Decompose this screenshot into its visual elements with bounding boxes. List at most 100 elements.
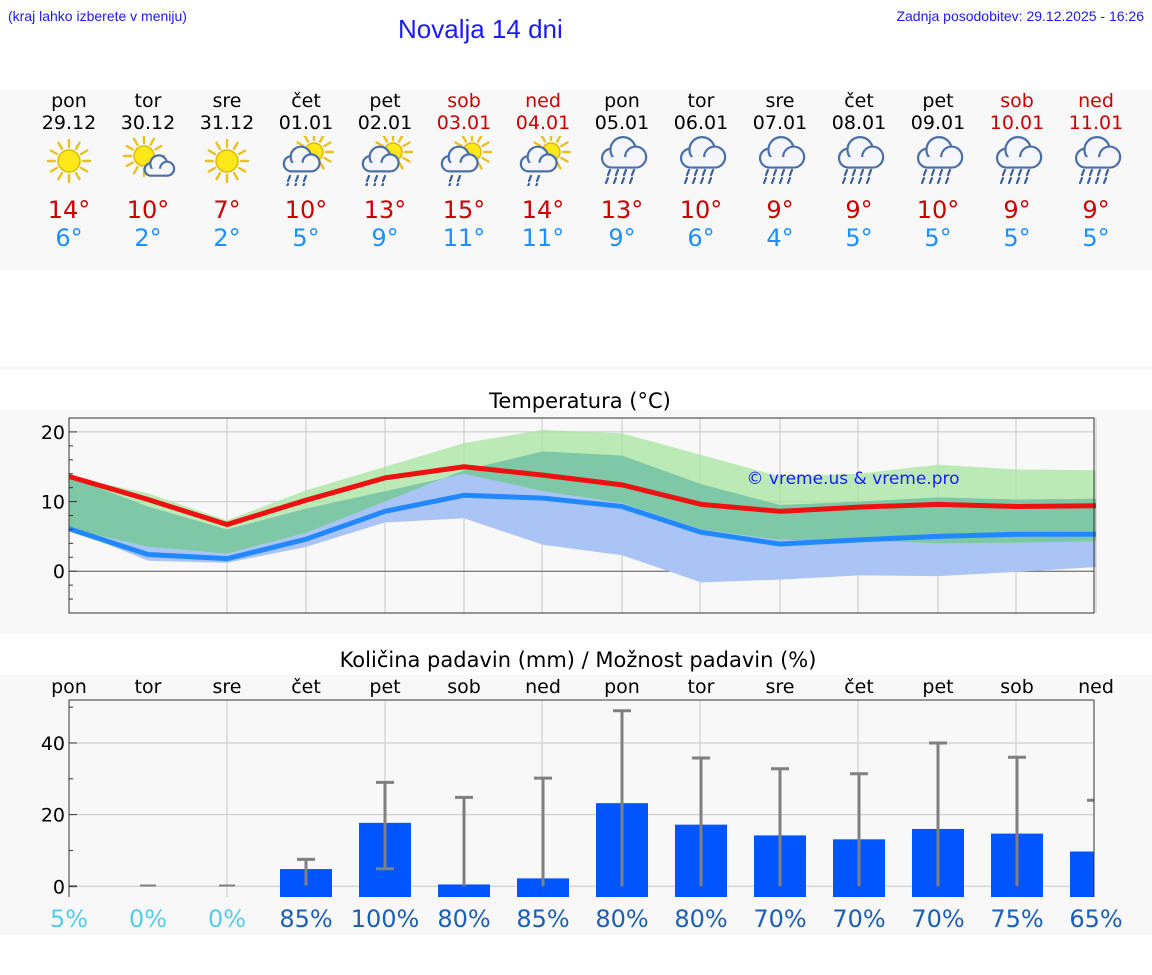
day-label: ned [1078, 676, 1114, 698]
sun-cloud-icon [122, 136, 176, 178]
rain-drop [778, 176, 784, 185]
cloud-base [449, 162, 470, 171]
temperature-chart-title: Temperatura (°C) [488, 389, 671, 413]
watermark: © vreme.us & vreme.pro [746, 469, 959, 489]
rain-drop [1102, 176, 1108, 185]
rain-drop [709, 168, 715, 177]
sun-ray [237, 149, 247, 156]
cloud-shape [361, 145, 400, 173]
min-temp-line [68, 492, 1096, 562]
max-temp-line [68, 464, 1097, 528]
precip-probability: 0% [208, 905, 246, 933]
rain-drop [365, 174, 371, 183]
temp-low: 9° [608, 224, 636, 252]
precip-probability: 5% [50, 905, 88, 933]
precip-probability: 0% [129, 905, 167, 933]
precip-probability: 80% [595, 905, 648, 933]
day-date: 04.01 [515, 112, 571, 134]
sun-shape [46, 138, 92, 184]
cloud-base [528, 162, 549, 171]
precip-probability: 85% [516, 905, 569, 933]
sun-ray [74, 141, 81, 151]
rain-drop [691, 176, 697, 185]
rain-drop [527, 174, 533, 183]
temp-high: 13° [363, 196, 407, 224]
cloud-rain-icon [679, 136, 727, 185]
rain-drop [1015, 176, 1021, 185]
temp-high: 9° [1082, 196, 1110, 224]
precip-bar [1070, 851, 1094, 897]
y-tick-label: 10 [41, 492, 65, 514]
sun-ray [461, 136, 468, 143]
y-tick-label: 0 [53, 561, 65, 583]
day-label: tor [688, 676, 715, 698]
sun-ray [402, 156, 411, 163]
sun-ray [323, 141, 332, 148]
rain-drop [448, 174, 454, 183]
rain-drop [535, 174, 541, 183]
rain-drop [938, 168, 944, 177]
rain-drop [930, 168, 936, 177]
sun-cloud-rain-icon [282, 136, 334, 186]
rain-drop [614, 168, 620, 177]
sun-cloud-light-rain-icon [519, 136, 571, 186]
sun-disc [215, 149, 239, 173]
rain-drop [365, 182, 369, 186]
cloud-shape [758, 136, 806, 169]
day-name: sre [765, 90, 795, 112]
rain-drop [1080, 168, 1086, 177]
rain-drop [693, 168, 699, 177]
cloud-base [1006, 157, 1031, 168]
day-label: pon [604, 676, 640, 698]
cloud-rain-icon [1074, 136, 1122, 185]
cloud-shape [916, 136, 964, 169]
rain-drop [381, 174, 387, 183]
precip-probability: 85% [279, 905, 332, 933]
rain-drop [699, 176, 705, 185]
sun-ray [132, 137, 139, 146]
rain-drop [622, 168, 628, 177]
day-date: 29.12 [41, 112, 97, 134]
cloud-base [769, 157, 794, 168]
day-name: sob [447, 90, 481, 112]
rain-drop [612, 176, 618, 185]
sun-ray [149, 137, 156, 146]
day-label: sob [1000, 676, 1034, 698]
rain-drop [456, 182, 460, 186]
sun-ray [232, 141, 239, 151]
sun-ray [125, 144, 134, 151]
rain-drop [606, 168, 612, 177]
separator-band [0, 366, 1152, 370]
precip-bar [517, 878, 569, 897]
temp-low: 2° [213, 224, 241, 252]
day-name: čet [291, 90, 321, 112]
rain-drop [373, 174, 379, 183]
rain-drop [286, 174, 292, 183]
precipitation-chart: Količina padavin (mm) / Možnost padavin … [41, 648, 1123, 933]
y-tick-label: 20 [41, 805, 65, 827]
rain-drop [1104, 168, 1110, 177]
temp-high: 9° [1003, 196, 1031, 224]
rain-drop [701, 168, 707, 177]
day-name: pon [51, 90, 87, 112]
precip-bar [140, 884, 156, 887]
day-date: 03.01 [436, 112, 492, 134]
day-date: 05.01 [594, 112, 650, 134]
cloud-base [611, 157, 636, 168]
sun-ray [402, 141, 411, 148]
temp-high: 10° [916, 196, 960, 224]
cloud-base [690, 157, 715, 168]
sun-disc [57, 149, 81, 173]
temp-high: 9° [845, 196, 873, 224]
rain-drop [999, 176, 1005, 185]
cloud-rain-icon [837, 136, 885, 185]
rain-drop [946, 168, 952, 177]
temp-low: 9° [371, 224, 399, 252]
temp-high: 13° [600, 196, 644, 224]
temp-high: 10° [126, 196, 170, 224]
day-name: tor [134, 90, 162, 112]
rain-drop [302, 174, 308, 183]
sun-icon [204, 138, 250, 184]
sun-ray [296, 141, 305, 148]
temp-low: 6° [687, 224, 715, 252]
